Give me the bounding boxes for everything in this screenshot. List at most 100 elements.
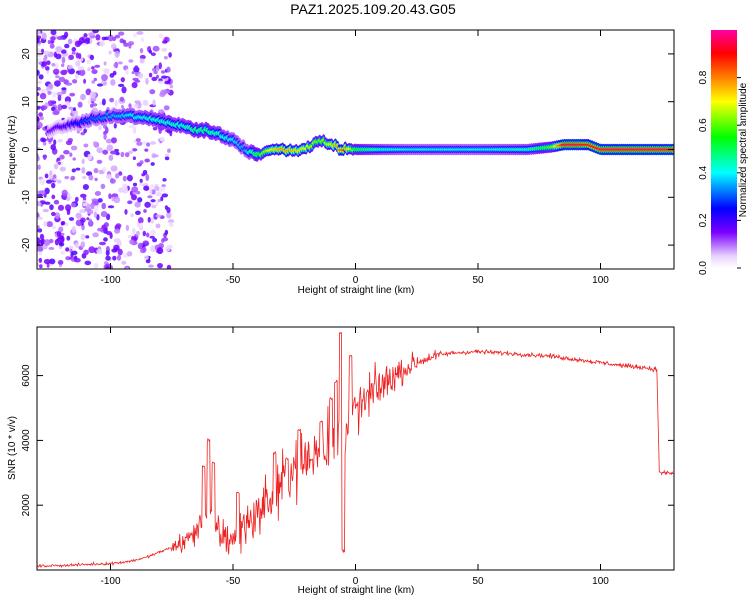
spectrogram-noise-cell bbox=[118, 83, 125, 87]
spectrogram-noise-cell bbox=[154, 186, 160, 191]
spectrogram-noise-cell bbox=[80, 209, 85, 213]
spectrogram-noise-cell bbox=[61, 189, 68, 197]
x-tick-label: -100 bbox=[100, 576, 120, 587]
spectrogram-noise-cell bbox=[38, 250, 42, 256]
spectrogram-noise-cell bbox=[55, 53, 62, 60]
spectrogram-noise-cell bbox=[145, 77, 149, 85]
spectrogram-noise-cell bbox=[121, 260, 127, 265]
spectrogram-noise-cell bbox=[140, 37, 145, 43]
spectrogram-noise-cell bbox=[111, 137, 117, 144]
spectrogram-noise-cell bbox=[109, 98, 115, 103]
spectrogram-noise-cell bbox=[57, 139, 63, 143]
spectrogram-noise-cell bbox=[110, 43, 117, 50]
snr-frame bbox=[36, 326, 675, 571]
spectrogram-noise-cell bbox=[94, 177, 98, 182]
spectrogram-noise-cell bbox=[161, 47, 168, 52]
spectrogram-noise-cell bbox=[162, 178, 167, 182]
spectrogram-noise-cell bbox=[107, 205, 115, 209]
spectrogram-noise-cell bbox=[158, 33, 164, 39]
spectrogram-noise-cell bbox=[93, 168, 99, 174]
y-tick-label: 10 bbox=[21, 96, 32, 108]
spectrogram-noise-cell bbox=[49, 204, 54, 211]
spectrogram-noise-cell bbox=[82, 175, 87, 180]
spectrogram-noise-cell bbox=[53, 178, 59, 182]
spectrogram-noise-cell bbox=[83, 128, 87, 134]
spectrogram-noise-cell bbox=[50, 144, 56, 151]
spectrogram-noise-cell bbox=[80, 93, 86, 101]
spectrogram-noise-cell bbox=[40, 61, 48, 67]
spectrogram-noise-cell bbox=[124, 152, 130, 158]
spectrogram-noise-cell bbox=[117, 248, 123, 256]
spectrogram-noise-cell bbox=[148, 72, 153, 78]
figure-title: PAZ1.2025.109.20.43.G05 bbox=[290, 1, 456, 17]
spectrogram-noise-cell bbox=[143, 255, 149, 260]
spectrogram-noise-cell bbox=[68, 217, 75, 221]
spectrogram-noise-cell bbox=[118, 31, 125, 36]
spectrogram-noise-cell bbox=[131, 186, 139, 193]
spectrogram-noise-cell bbox=[132, 33, 138, 38]
spectrogram-noise-cell bbox=[149, 184, 155, 189]
spectrogram-noise-cell bbox=[65, 204, 72, 212]
spectrogram-noise-cell bbox=[46, 60, 51, 65]
spectrogram-noise-cell bbox=[114, 100, 118, 107]
spectrogram-noise-cell bbox=[37, 121, 43, 129]
spectrogram-noise-cell bbox=[84, 260, 92, 266]
spectrogram-noise-cell bbox=[71, 51, 76, 55]
spectrogram-noise-cell bbox=[163, 89, 171, 94]
spectrogram-noise-cell bbox=[163, 56, 168, 60]
spectrogram-noise-cell bbox=[128, 59, 134, 63]
spectrogram-noise-cell bbox=[161, 75, 168, 79]
spectrogram-noise-cell bbox=[65, 247, 70, 252]
spectrogram-noise-cell bbox=[88, 218, 93, 224]
spectrogram-noise-cell bbox=[134, 79, 141, 83]
spectrogram-noise-cell bbox=[55, 62, 59, 69]
spectrogram-noise-cell bbox=[92, 232, 99, 238]
y-tick-label: 6000 bbox=[21, 364, 32, 387]
spectrogram-noise-cell bbox=[85, 235, 90, 239]
y-tick-label: -20 bbox=[21, 237, 32, 252]
spectrogram-noise-cell bbox=[135, 210, 141, 215]
spectrogram-noise-cell bbox=[37, 216, 43, 220]
spectrogram-noise-cell bbox=[57, 94, 62, 102]
spectrogram-noise-cell bbox=[93, 211, 98, 218]
spectrogram-noise-cell bbox=[63, 150, 70, 155]
spectrogram-noise-cell bbox=[61, 87, 67, 91]
y-tick-label: -10 bbox=[21, 190, 32, 205]
spectrogram-noise-cell bbox=[161, 184, 166, 188]
spectrogram-noise-cell bbox=[51, 182, 56, 189]
spectrogram-noise-cell bbox=[158, 128, 162, 134]
spectrogram-noise-cell bbox=[131, 194, 137, 201]
spectrogram-noise-cell bbox=[156, 247, 164, 255]
spectrogram-noise-cell bbox=[132, 127, 137, 134]
spectrogram-noise-cell bbox=[128, 43, 132, 49]
spectrogram-noise-cell bbox=[64, 175, 70, 180]
spectrogram-noise-cell bbox=[144, 148, 149, 152]
spectrogram-noise-cell bbox=[103, 68, 110, 75]
spectrogram-noise-cell bbox=[105, 173, 113, 180]
spectrogram-noise-cell bbox=[96, 159, 103, 164]
spectrogram-noise-cell bbox=[138, 182, 144, 186]
spectrogram-noise-cell bbox=[137, 197, 143, 203]
spectrogram-noise-cell bbox=[105, 138, 113, 144]
spectrogram-noise-cell bbox=[101, 98, 106, 106]
spectrogram-noise-cell bbox=[52, 110, 60, 116]
spectrogram-noise-cell bbox=[39, 200, 46, 204]
spectrogram-noise-cell bbox=[93, 141, 97, 146]
spectrogram-noise-cell bbox=[40, 238, 46, 245]
spectrogram-noise-cell bbox=[87, 98, 92, 105]
colorbar-tick-label: 0.6 bbox=[698, 118, 709, 132]
spectrogram-noise-cell bbox=[113, 196, 121, 204]
colorbar-tick-label: 0.0 bbox=[698, 261, 709, 275]
spectrogram-noise-cell bbox=[65, 256, 71, 261]
spectrogram-noise-cell bbox=[37, 58, 42, 63]
spectrogram-noise-cell bbox=[142, 230, 146, 237]
spectrogram-noise-cell bbox=[131, 71, 135, 75]
snr-x-ticks: -100 -50 0 50 100 bbox=[100, 327, 609, 587]
spectrogram-noise-cell bbox=[166, 66, 171, 73]
spectrogram-noise-cell bbox=[74, 196, 79, 203]
spectrogram-noise-cell bbox=[51, 194, 56, 200]
spectrogram-noise-cell bbox=[37, 262, 40, 267]
spectrogram-noise-cell bbox=[64, 43, 70, 49]
spectrogram-noise-cell bbox=[131, 82, 138, 89]
spectrogram-noise-cell bbox=[164, 205, 168, 210]
